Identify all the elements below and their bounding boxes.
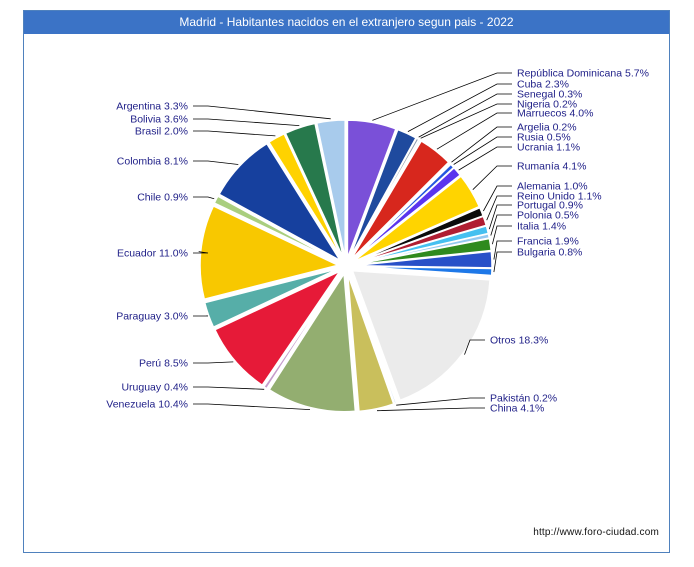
chart-title-bar: Madrid - Habitantes nacidos en el extran…: [24, 11, 669, 34]
footer-url: http://www.foro-ciudad.com: [533, 527, 659, 538]
chart-frame: Madrid - Habitantes nacidos en el extran…: [23, 10, 670, 553]
